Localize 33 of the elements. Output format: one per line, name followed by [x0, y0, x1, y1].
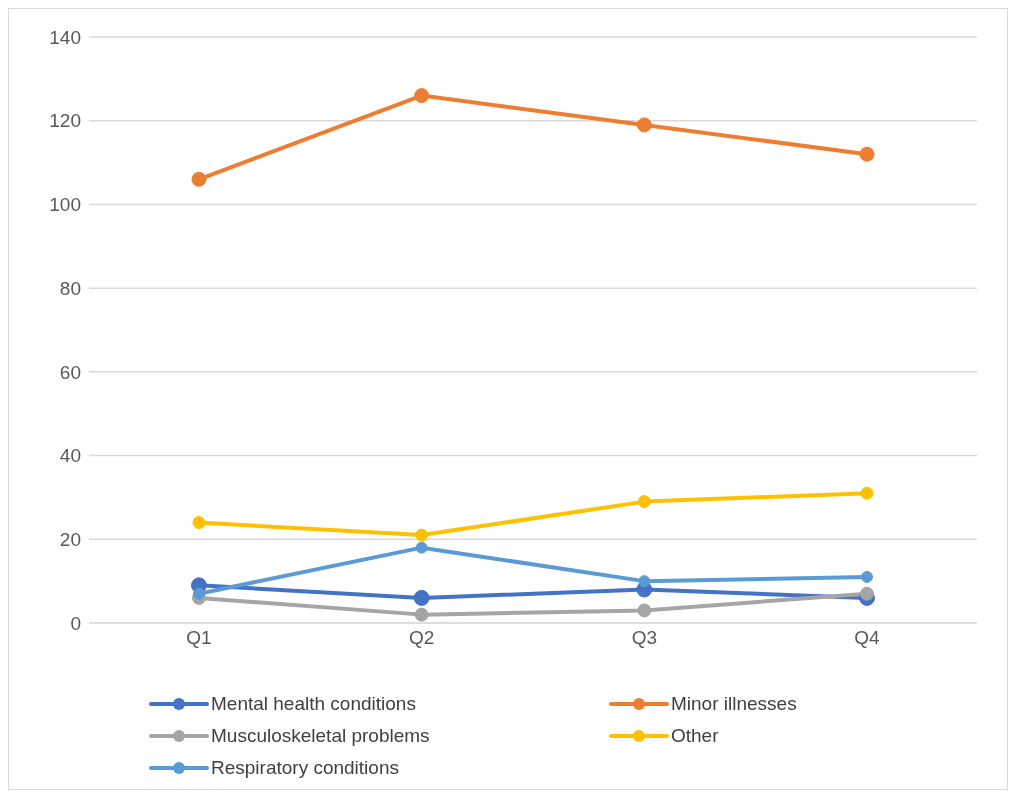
point — [860, 586, 874, 601]
legend-label: Other — [671, 725, 719, 747]
point — [637, 495, 651, 509]
point — [191, 171, 207, 187]
legend-label: Respiratory conditions — [211, 757, 399, 779]
point — [860, 486, 874, 500]
point — [193, 587, 205, 600]
point — [192, 516, 206, 530]
x-tick-label: Q3 — [631, 627, 658, 649]
point — [638, 575, 651, 588]
point — [861, 570, 873, 583]
y-tick-label: 60 — [59, 361, 81, 383]
y-tick-label: 40 — [59, 445, 81, 467]
point — [415, 541, 428, 554]
y-tick-label: 140 — [49, 26, 81, 48]
legend-label: Minor illnesses — [671, 693, 797, 715]
y-tick-label: 20 — [59, 529, 81, 551]
point — [859, 146, 875, 162]
point — [415, 528, 429, 542]
point — [636, 117, 652, 133]
x-tick-label: Q4 — [854, 627, 881, 649]
point — [413, 589, 430, 606]
y-tick-label: 100 — [49, 194, 81, 216]
point — [414, 607, 429, 622]
x-tick-label: Q2 — [408, 627, 435, 649]
legend-label: Mental health conditions — [211, 693, 416, 715]
point — [637, 603, 652, 618]
y-tick-label: 0 — [70, 612, 81, 634]
x-tick-label: Q1 — [186, 627, 212, 649]
y-tick-label: 120 — [49, 110, 81, 132]
legend-label: Musculoskeletal problems — [211, 725, 430, 747]
point — [414, 88, 430, 104]
y-tick-label: 80 — [59, 277, 81, 299]
